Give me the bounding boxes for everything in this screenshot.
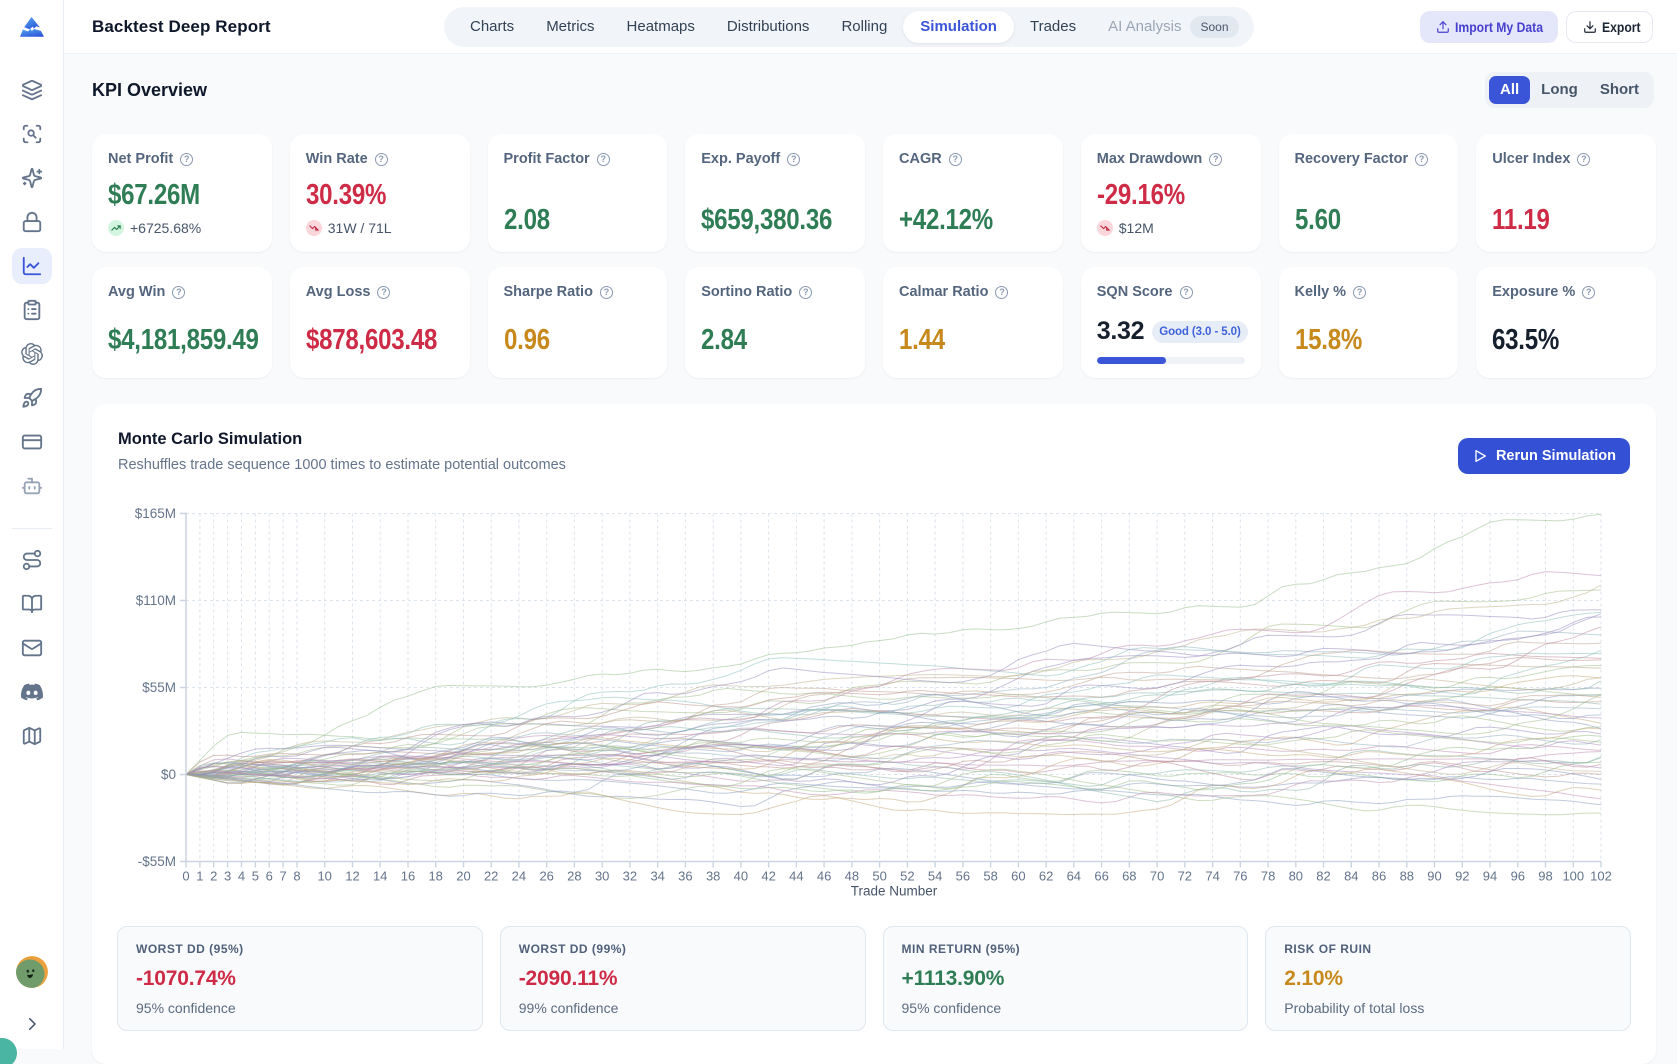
svg-text:62: 62 [1039,869,1053,884]
svg-text:72: 72 [1178,869,1192,884]
svg-text:30: 30 [595,869,609,884]
svg-text:2: 2 [210,869,217,884]
svg-text:68: 68 [1122,869,1136,884]
svg-text:84: 84 [1344,869,1358,884]
svg-text:64: 64 [1067,869,1081,884]
svg-text:$0: $0 [161,767,176,782]
svg-text:48: 48 [845,869,859,884]
svg-text:88: 88 [1400,869,1414,884]
svg-text:28: 28 [567,869,581,884]
svg-text:82: 82 [1316,869,1330,884]
svg-text:100: 100 [1562,869,1584,884]
svg-text:60: 60 [1011,869,1025,884]
svg-text:7: 7 [279,869,286,884]
svg-text:32: 32 [623,869,637,884]
svg-text:90: 90 [1427,869,1441,884]
svg-text:1: 1 [196,869,203,884]
svg-text:22: 22 [484,869,498,884]
svg-text:54: 54 [928,869,942,884]
svg-text:80: 80 [1289,869,1303,884]
svg-text:42: 42 [761,869,775,884]
svg-text:18: 18 [428,869,442,884]
svg-text:58: 58 [983,869,997,884]
svg-text:$55M: $55M [142,680,176,695]
svg-text:92: 92 [1455,869,1469,884]
svg-text:74: 74 [1205,869,1219,884]
svg-text:50: 50 [872,869,886,884]
svg-text:3: 3 [224,869,231,884]
svg-text:$110M: $110M [136,593,176,608]
svg-text:5: 5 [252,869,259,884]
svg-text:10: 10 [317,869,331,884]
svg-text:86: 86 [1372,869,1386,884]
svg-text:96: 96 [1511,869,1525,884]
svg-text:4: 4 [238,869,245,884]
svg-text:20: 20 [456,869,470,884]
svg-text:70: 70 [1150,869,1164,884]
svg-text:16: 16 [401,869,415,884]
svg-text:44: 44 [789,869,803,884]
svg-text:-$55M: -$55M [138,854,176,869]
svg-text:26: 26 [539,869,553,884]
svg-text:46: 46 [817,869,831,884]
svg-text:38: 38 [706,869,720,884]
svg-text:6: 6 [266,869,273,884]
svg-text:24: 24 [512,869,526,884]
svg-text:0: 0 [182,869,189,884]
svg-text:52: 52 [900,869,914,884]
svg-text:56: 56 [956,869,970,884]
svg-text:12: 12 [345,869,359,884]
svg-text:102: 102 [1590,869,1612,884]
svg-text:98: 98 [1538,869,1552,884]
svg-text:14: 14 [373,869,387,884]
svg-text:$165M: $165M [135,506,176,521]
svg-text:78: 78 [1261,869,1275,884]
svg-text:76: 76 [1233,869,1247,884]
svg-text:8: 8 [293,869,300,884]
svg-text:Trade Number: Trade Number [851,884,938,899]
svg-text:34: 34 [650,869,664,884]
svg-text:40: 40 [734,869,748,884]
svg-text:36: 36 [678,869,692,884]
svg-text:66: 66 [1094,869,1108,884]
svg-text:94: 94 [1483,869,1497,884]
